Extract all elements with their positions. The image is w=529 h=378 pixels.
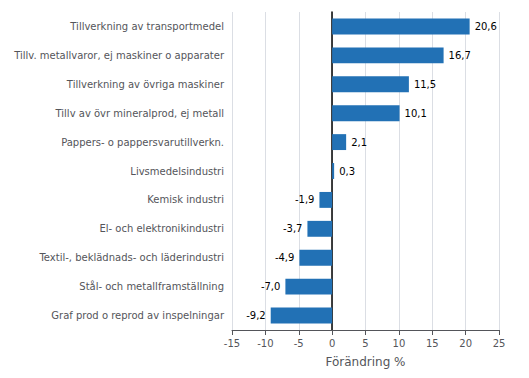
svg-text:Förändring %: Förändring % bbox=[325, 355, 405, 369]
svg-text:-4,9: -4,9 bbox=[275, 252, 295, 263]
svg-text:El- och elektronikindustri: El- och elektronikindustri bbox=[99, 223, 224, 234]
svg-text:16,7: 16,7 bbox=[449, 50, 471, 61]
svg-text:-9,2: -9,2 bbox=[246, 310, 266, 321]
svg-text:-5: -5 bbox=[294, 338, 304, 349]
svg-text:Livsmedelsindustri: Livsmedelsindustri bbox=[130, 166, 224, 177]
svg-text:11,5: 11,5 bbox=[414, 79, 436, 90]
svg-text:20: 20 bbox=[459, 338, 472, 349]
svg-text:-15: -15 bbox=[224, 338, 240, 349]
svg-text:Tillverkning av transportmedel: Tillverkning av transportmedel bbox=[69, 21, 224, 32]
svg-text:15: 15 bbox=[426, 338, 439, 349]
svg-text:Kemisk industri: Kemisk industri bbox=[147, 194, 224, 205]
svg-text:5: 5 bbox=[362, 338, 368, 349]
svg-text:25: 25 bbox=[493, 338, 506, 349]
svg-text:Tillv. metallvaror, ej maskine: Tillv. metallvaror, ej maskiner o appara… bbox=[13, 50, 225, 61]
svg-text:-10: -10 bbox=[257, 338, 273, 349]
svg-text:-1,9: -1,9 bbox=[295, 194, 315, 205]
svg-text:10,1: 10,1 bbox=[405, 108, 427, 119]
svg-text:10: 10 bbox=[393, 338, 406, 349]
svg-text:-7,0: -7,0 bbox=[261, 281, 281, 292]
svg-text:2,1: 2,1 bbox=[351, 137, 367, 148]
svg-text:20,6: 20,6 bbox=[475, 21, 497, 32]
svg-text:0: 0 bbox=[329, 338, 335, 349]
svg-text:Graf prod o reprod av inspelni: Graf prod o reprod av inspelningar bbox=[51, 310, 225, 321]
svg-text:Tillv av övr mineralprod, ej m: Tillv av övr mineralprod, ej metall bbox=[55, 108, 224, 119]
svg-text:Tillverkning av övriga maskine: Tillverkning av övriga maskiner bbox=[66, 79, 225, 90]
svg-text:-3,7: -3,7 bbox=[283, 223, 303, 234]
svg-text:Stål- och metallframställning: Stål- och metallframställning bbox=[79, 280, 224, 292]
svg-text:Textil-, beklädnads- och läder: Textil-, beklädnads- och läderindustri bbox=[38, 252, 224, 263]
svg-text:Pappers- o pappersvarutillverk: Pappers- o pappersvarutillverkn. bbox=[61, 137, 224, 148]
svg-text:0,3: 0,3 bbox=[339, 166, 355, 177]
